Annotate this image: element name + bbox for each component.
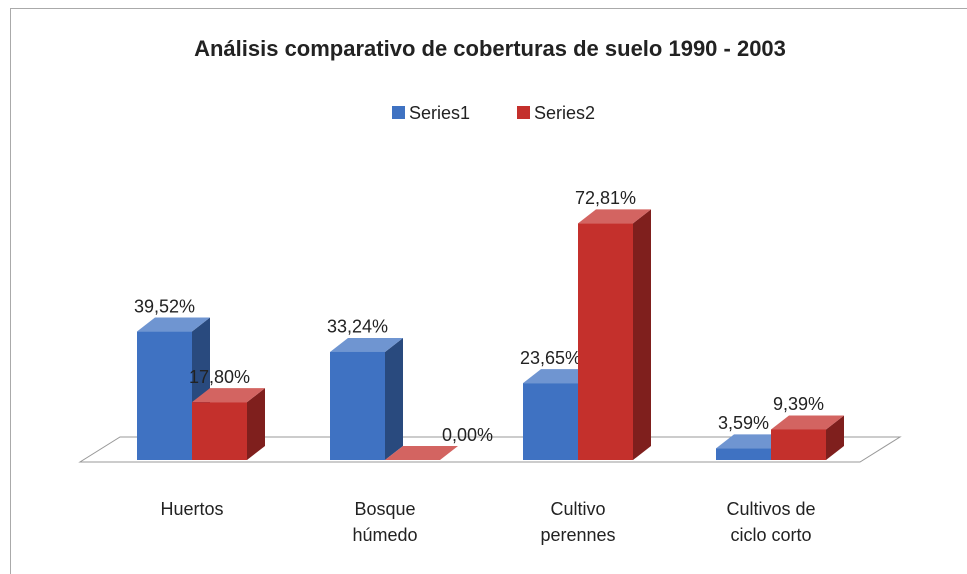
bar-side <box>633 209 651 460</box>
bar-top <box>716 434 789 449</box>
bar <box>771 429 826 460</box>
bar <box>716 448 771 460</box>
legend-swatch <box>392 106 405 119</box>
chart-border <box>10 8 967 574</box>
legend-swatch <box>517 106 530 119</box>
bar <box>523 383 578 460</box>
bar-top <box>578 209 651 224</box>
data-label: 23,65% <box>520 348 581 368</box>
bar-side <box>826 415 844 460</box>
x-tick-label: Cultivos de ciclo corto <box>726 499 816 545</box>
legend-label: Series2 <box>534 103 595 123</box>
bar-top <box>771 415 844 430</box>
data-label: 72,81% <box>575 188 636 208</box>
bar <box>192 402 247 460</box>
bar-top <box>385 446 458 460</box>
bar-top <box>137 317 210 332</box>
data-label: 9,39% <box>773 394 824 414</box>
bar <box>578 223 633 460</box>
bar-top <box>330 337 403 352</box>
legend-label: Series1 <box>409 103 470 123</box>
x-tick-label: Huertos <box>160 499 224 519</box>
bar <box>137 331 192 460</box>
data-label: 33,24% <box>327 317 388 337</box>
chart-title: Análisis comparativo de coberturas de su… <box>194 36 786 61</box>
bar-top <box>523 369 596 384</box>
data-label: 3,59% <box>718 413 769 433</box>
data-label: 0,00% <box>442 425 493 445</box>
data-label: 17,80% <box>189 367 250 387</box>
bar-top <box>192 388 265 403</box>
bar-side <box>385 337 403 460</box>
bar-side <box>247 388 265 460</box>
data-label: 39,52% <box>134 296 195 316</box>
x-tick-label: Bosque húmedo <box>352 499 418 545</box>
bar <box>330 351 385 460</box>
x-tick-label: Cultivo perennes <box>540 499 616 545</box>
floor <box>78 436 902 463</box>
